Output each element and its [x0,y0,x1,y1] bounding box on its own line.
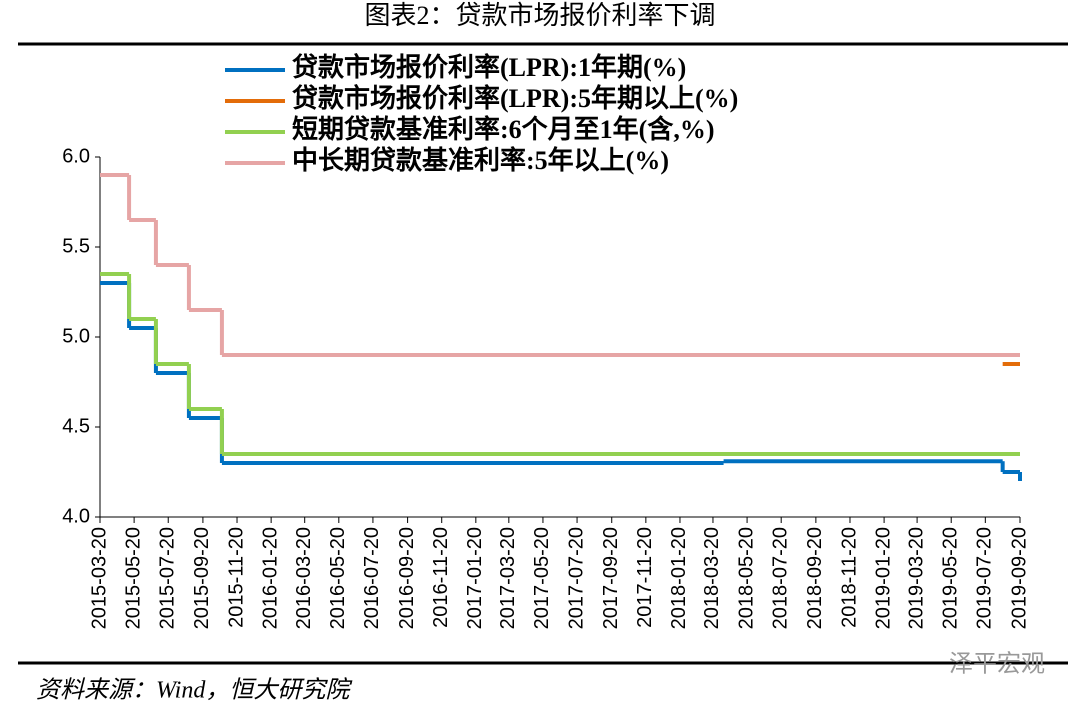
x-tick-label: 2016-01-20 [259,527,281,629]
legend-label: 中长期贷款基准利率:5年以上(%) [292,145,669,175]
x-tick-label: 2016-03-20 [293,527,315,629]
x-tick-label: 2019-09-20 [1008,527,1030,629]
legend-label: 短期贷款基准利率:6个月至1年(含,%) [292,114,714,144]
x-tick-label: 2018-05-20 [735,527,757,629]
x-tick-label: 2015-05-20 [122,527,144,629]
watermark: 泽平宏观 [949,651,1045,678]
x-tick-label: 2018-11-20 [838,527,860,628]
x-tick-label: 2017-11-20 [634,527,656,628]
source-note: 资料来源：Wind，恒大研究院 [36,677,353,704]
y-tick-label: 5.5 [62,235,90,257]
x-tick-label: 2018-01-20 [668,527,690,629]
x-tick-label: 2016-05-20 [327,527,349,629]
y-tick-label: 4.0 [62,505,90,527]
x-tick-label: 2019-07-20 [974,527,996,629]
x-tick-label: 2018-03-20 [701,527,723,629]
x-tick-label: 2017-09-20 [600,527,622,629]
x-tick-label: 2015-11-20 [225,527,247,628]
x-tick-label: 2015-07-20 [157,527,179,629]
x-tick-label: 2018-07-20 [769,527,791,629]
x-tick-label: 2016-07-20 [361,527,383,629]
x-tick-label: 2017-05-20 [531,527,553,629]
x-tick-label: 2019-01-20 [872,527,894,629]
x-tick-label: 2019-05-20 [939,527,961,629]
y-tick-label: 4.5 [62,415,90,437]
x-tick-label: 2016-11-20 [430,527,452,628]
y-tick-label: 6.0 [62,145,90,167]
x-tick-label: 2015-09-20 [191,527,213,629]
y-tick-label: 5.0 [62,325,90,347]
x-tick-label: 2017-01-20 [464,527,486,629]
legend-label: 贷款市场报价利率(LPR):1年期(%) [292,52,686,82]
x-tick-label: 2015-03-20 [88,527,110,629]
x-tick-label: 2017-07-20 [565,527,587,629]
x-tick-label: 2017-03-20 [497,527,519,629]
chart-title: 图表2：贷款市场报价利率下调 [364,1,715,30]
x-tick-label: 2016-09-20 [396,527,418,629]
x-tick-label: 2019-03-20 [905,527,927,629]
legend-label: 贷款市场报价利率(LPR):5年期以上(%) [292,83,738,113]
x-tick-label: 2018-09-20 [804,527,826,629]
